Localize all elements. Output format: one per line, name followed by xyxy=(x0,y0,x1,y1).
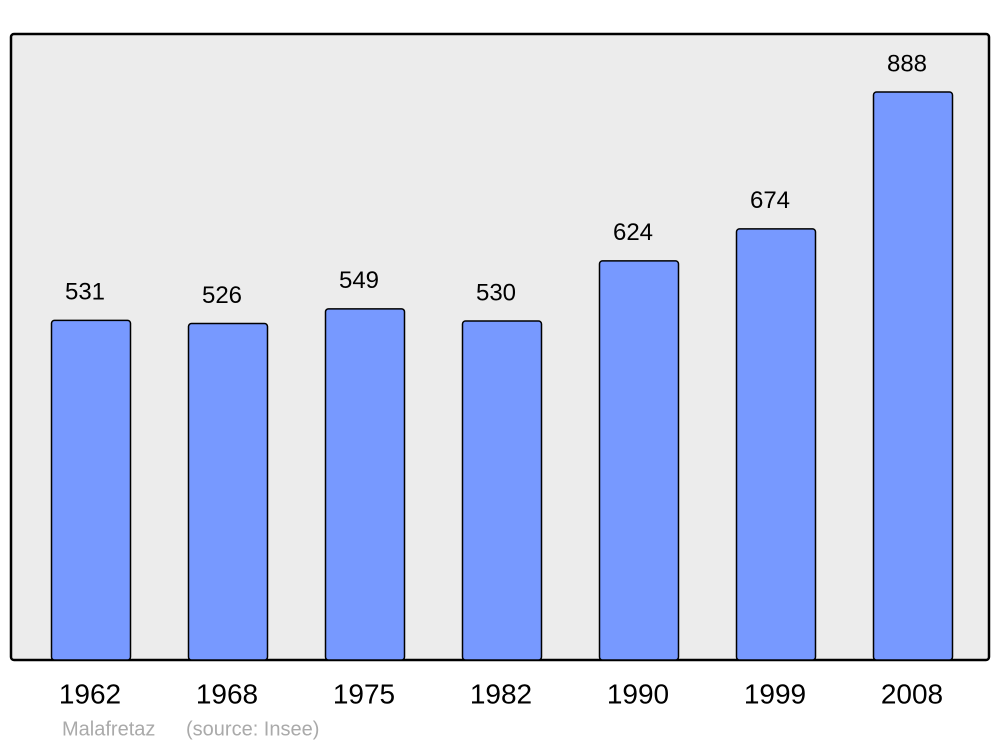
x-tick-label: 1968 xyxy=(196,678,258,709)
bar xyxy=(872,91,954,661)
bar xyxy=(598,260,680,661)
x-tick-label: 1990 xyxy=(607,678,669,709)
bar xyxy=(324,308,406,661)
value-label: 888 xyxy=(887,50,927,77)
bar xyxy=(461,320,543,661)
value-label: 624 xyxy=(613,219,653,246)
x-tick-label: 1999 xyxy=(744,678,806,709)
bar xyxy=(187,322,269,661)
x-tick-label: 2008 xyxy=(881,678,943,709)
x-tick-label: 1962 xyxy=(59,678,121,709)
caption: Malafretaz xyxy=(62,718,155,740)
value-label: 674 xyxy=(750,187,790,214)
value-label: 549 xyxy=(339,267,379,294)
value-label: 531 xyxy=(65,279,105,306)
value-label: 530 xyxy=(476,279,516,306)
source: (source: Insee) xyxy=(186,718,319,740)
value-label: 526 xyxy=(202,282,242,309)
x-tick-label: 1982 xyxy=(470,678,532,709)
bar xyxy=(735,228,817,661)
bar xyxy=(50,319,132,661)
x-tick-label: 1975 xyxy=(333,678,395,709)
